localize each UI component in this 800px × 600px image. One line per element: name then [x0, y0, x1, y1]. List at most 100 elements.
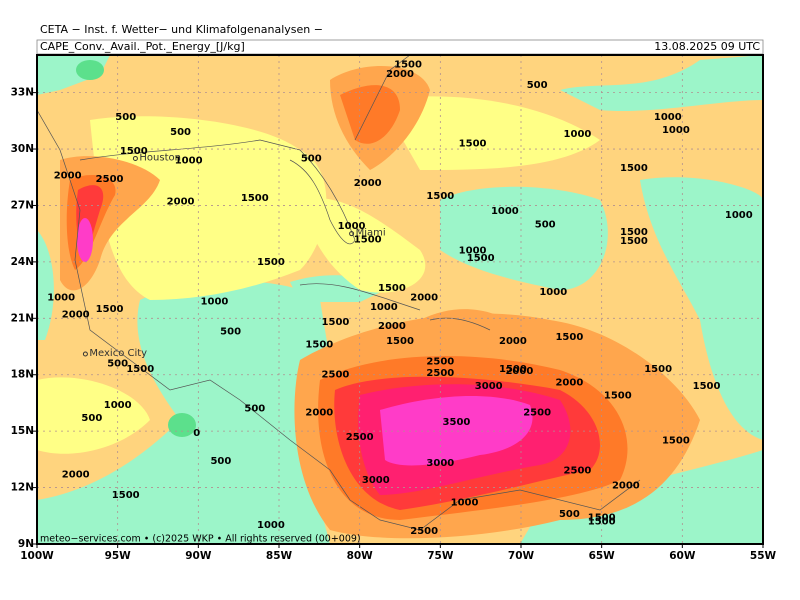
contour-label: 3000: [475, 381, 503, 392]
contour-label: 2500: [564, 466, 592, 477]
contour-label: 500: [244, 404, 265, 415]
contour-label: 2500: [523, 407, 551, 418]
x-tick-label: 60W: [669, 550, 696, 562]
contour-label: 2000: [612, 481, 640, 492]
contour-label: 500: [559, 509, 580, 520]
contour-label: 2000: [505, 366, 533, 377]
x-tick-label: 85W: [266, 550, 293, 562]
contour-label: 2500: [96, 174, 124, 185]
contour-label: 2000: [378, 321, 406, 332]
contour-label: 2000: [499, 336, 527, 347]
contour-label: 1500: [257, 257, 285, 268]
contour-label: 2000: [555, 377, 583, 388]
contour-label: 500: [170, 127, 191, 138]
contour-label: 1000: [564, 129, 592, 140]
contour-label: 2000: [354, 178, 382, 189]
contour-label: 1500: [499, 364, 527, 375]
contour-label: 1000: [175, 155, 203, 166]
contour-label: 1000: [451, 498, 479, 509]
contour-label: 3500: [443, 417, 471, 428]
contour-label: 1500: [467, 253, 495, 264]
x-tick-label: 80W: [347, 550, 374, 562]
contour-label: 1000: [491, 206, 519, 217]
contour-label: 2500: [346, 432, 374, 443]
contour-label: 1000: [104, 400, 132, 411]
contour-label: 1500: [322, 317, 350, 328]
contour-label: 1000: [662, 125, 690, 136]
x-tick-label: 95W: [105, 550, 132, 562]
contour-label: 1500: [693, 381, 721, 392]
contour-label: 1500: [620, 227, 648, 238]
contour-label: 1000: [47, 293, 75, 304]
place-marker: [132, 155, 138, 161]
contour-label: 1500: [120, 146, 148, 157]
place-name: Mexico City: [89, 348, 147, 359]
contour-label: 1000: [459, 246, 487, 257]
x-tick-label: 90W: [185, 550, 212, 562]
contour-label: 1500: [394, 59, 422, 70]
place-name: Houston: [139, 152, 181, 163]
y-tick-label: 30N: [11, 143, 34, 155]
contour-label: 2500: [322, 370, 350, 381]
contour-label: 1000: [370, 302, 398, 313]
contour-label: 500: [210, 456, 231, 467]
y-tick-label: 9N: [18, 538, 34, 550]
contour-label: 2000: [410, 293, 438, 304]
contour-label: 500: [107, 358, 128, 369]
contour-label: 0: [193, 428, 200, 439]
y-tick-label: 27N: [11, 199, 34, 211]
place-marker: [82, 351, 88, 357]
contour-label: 1500: [354, 234, 382, 245]
contour-label: 500: [81, 413, 102, 424]
contour-label: 1000: [338, 221, 366, 232]
contour-label: 1500: [588, 516, 616, 527]
contour-label: 2000: [54, 170, 82, 181]
x-tick-label: 75W: [427, 550, 454, 562]
contour-label: 1500: [96, 304, 124, 315]
y-tick-label: 21N: [11, 312, 34, 324]
cape-field: [37, 55, 763, 544]
contour-label: 500: [220, 326, 241, 337]
contour-label: 1000: [257, 520, 285, 531]
x-tick-label: 55W: [750, 550, 777, 562]
contour-label: 2000: [62, 310, 90, 321]
x-tick-label: 70W: [508, 550, 535, 562]
contour-label: 1000: [201, 296, 229, 307]
contour-label: 2000: [62, 469, 90, 480]
contour-label: 1500: [386, 336, 414, 347]
contour-label: 1500: [426, 191, 454, 202]
contour-label: 500: [115, 112, 136, 123]
field-name: CAPE_Conv._Avail._Pot._Energy_[J/kg]: [40, 40, 245, 53]
y-tick-label: 15N: [11, 425, 34, 437]
contour-label: 1500: [620, 163, 648, 174]
contour-label: 2500: [410, 526, 438, 537]
contour-label: 2500: [426, 357, 454, 368]
contour-label: 1500: [459, 138, 487, 149]
contour-label: 2500: [426, 368, 454, 379]
contour-label: 1500: [644, 364, 672, 375]
contour-label: 1500: [604, 390, 632, 401]
contour-label: 2000: [386, 69, 414, 80]
contour-label: 2000: [305, 407, 333, 418]
contour-label: 1000: [539, 287, 567, 298]
contour-label: 500: [301, 153, 322, 164]
header-title: CETA − Inst. f. Wetter− und Klimafolgena…: [40, 23, 323, 36]
contour-label: 1500: [112, 490, 140, 501]
contour-label: 1500: [378, 283, 406, 294]
y-tick-label: 18N: [11, 369, 34, 381]
contour-label: 2000: [167, 197, 195, 208]
y-tick-label: 33N: [11, 87, 34, 99]
contour-label: 1500: [662, 436, 690, 447]
contour-label: 1500: [305, 340, 333, 351]
contour-label: 1500: [588, 513, 616, 524]
y-tick-label: 12N: [11, 482, 34, 494]
contour-label: 1500: [620, 236, 648, 247]
contour-label: 1500: [126, 364, 154, 375]
place-marker: [349, 231, 355, 237]
contour-label: 1500: [241, 193, 269, 204]
contour-label: 1000: [725, 210, 753, 221]
contour-label: 1000: [654, 112, 682, 123]
labels: 100W 95W 90W 85W 80W 75W 70W 65W 60W 55W 9N 12N 15N 1…: [11, 59, 777, 562]
